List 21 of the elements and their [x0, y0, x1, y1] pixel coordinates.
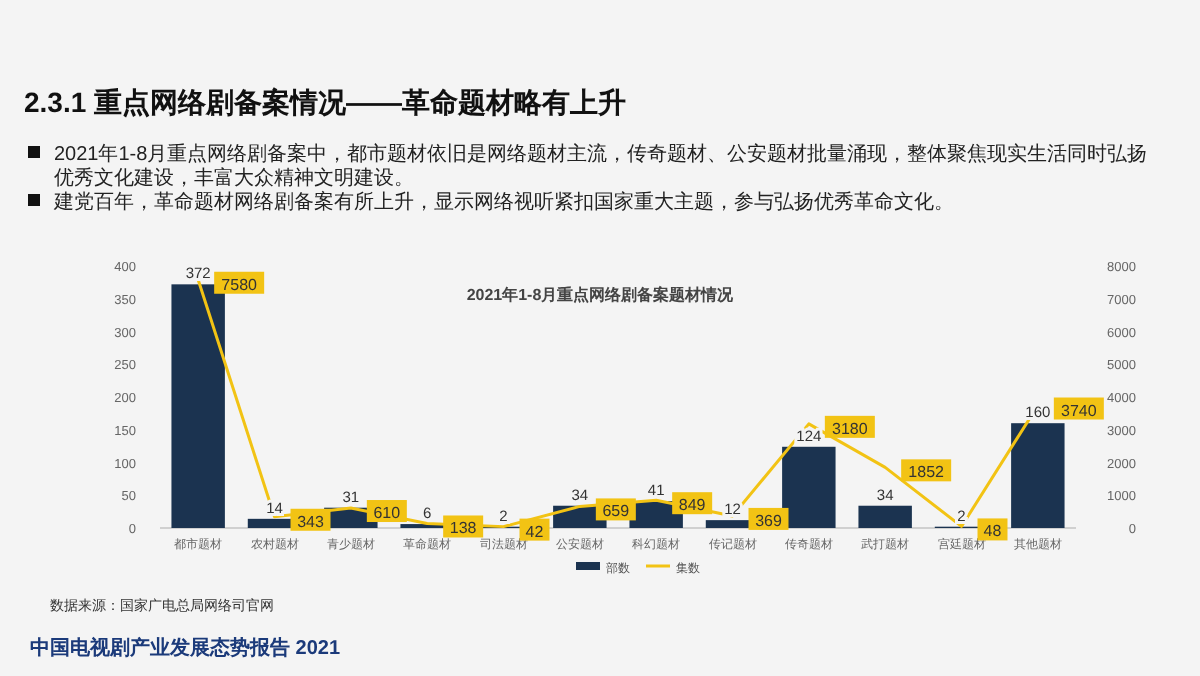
data-label: 7580 — [221, 275, 259, 294]
chart-title: 2.3.1 重点网络剧备案情况——革命题材略有上升 — [24, 86, 627, 118]
bar — [1011, 423, 1065, 528]
data-label: 610 — [373, 504, 402, 523]
bar — [782, 446, 836, 528]
text: 建党百年，革命题材网络剧备案有所上升，显示网络视听紧扣国家重大主题，参与弘扬优秀革命文化。 — [52, 190, 954, 214]
data-label: 369 — [755, 511, 783, 530]
text: 中国电视剧产业发展态势报告 2021 — [30, 636, 341, 660]
text: 2021年1-8月重点网络剧备案题材情况 — [466, 284, 736, 304]
data-label: 3180 — [832, 419, 869, 438]
data-label: 1852 — [908, 463, 946, 482]
data-label: 343 — [297, 512, 325, 531]
text: 2021年1-8月重点网络剧备案中，都市题材依旧是网络题材主流，传奇题材、公安题材批量涌现，整体聚焦现实生活同时弘扬优秀文化建设，丰富大众精神文明建设。 — [54, 142, 1148, 190]
data-label: 138 — [449, 519, 478, 538]
bar — [171, 284, 225, 528]
bar — [858, 505, 912, 528]
data-label: 48 — [983, 522, 1003, 541]
data-label: 42 — [525, 522, 545, 541]
data-label: 659 — [602, 502, 631, 521]
data-label: 3740 — [1061, 401, 1098, 420]
data-label: 849 — [678, 496, 707, 515]
